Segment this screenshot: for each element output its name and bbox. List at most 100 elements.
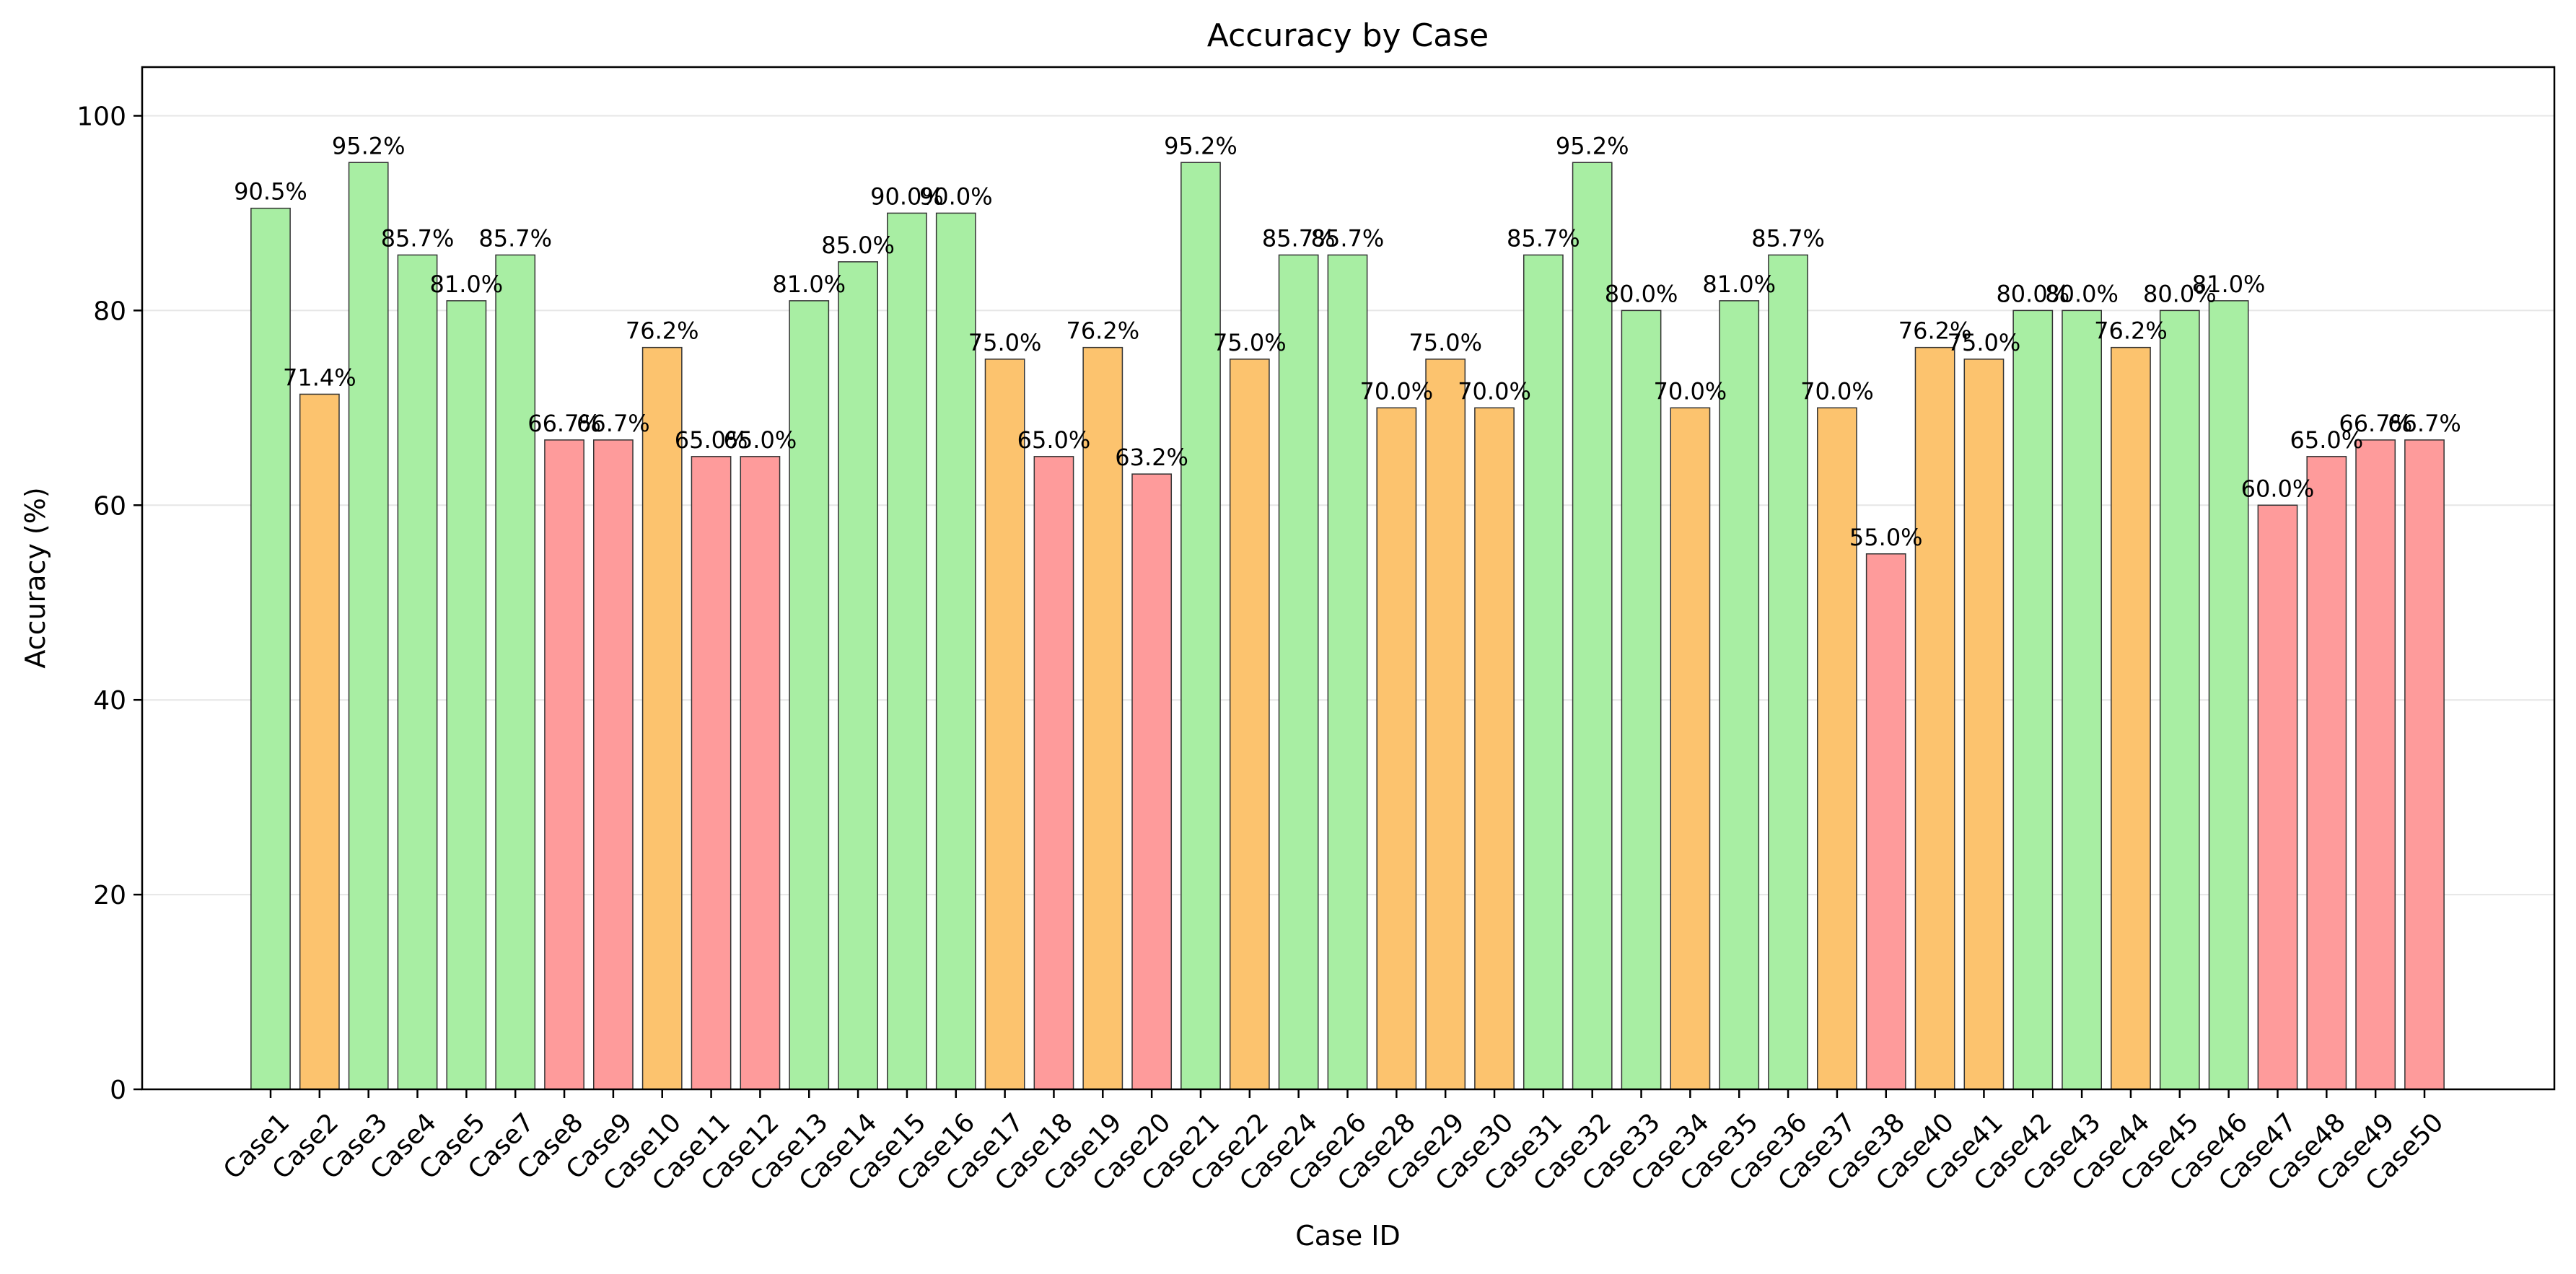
bar-case1 bbox=[250, 207, 291, 1090]
y-axis-label: Accuracy (%) bbox=[19, 487, 51, 668]
data-label-case41: 75.0% bbox=[1948, 329, 2021, 356]
x-axis-label: Case ID bbox=[1295, 1220, 1401, 1252]
bar-case10 bbox=[641, 346, 683, 1090]
data-label-case16: 90.0% bbox=[919, 183, 993, 210]
y-axis: 0 20 40 60 80 100 bbox=[76, 102, 142, 1105]
bar-case11 bbox=[691, 456, 732, 1090]
bar-case45 bbox=[2159, 309, 2200, 1090]
data-label-case24: 85.7% bbox=[1262, 224, 1336, 252]
bar-case50 bbox=[2404, 439, 2445, 1090]
bar-case28 bbox=[1376, 407, 1417, 1090]
bar-case40 bbox=[1914, 346, 1955, 1090]
y-tick-label-100: 100 bbox=[76, 102, 126, 131]
data-label-case15: 90.0% bbox=[870, 183, 944, 210]
data-label-case35: 81.0% bbox=[1702, 271, 1776, 298]
data-label-case44: 76.2% bbox=[2094, 317, 2168, 345]
bar-case2 bbox=[299, 393, 340, 1090]
data-label-case10: 76.2% bbox=[626, 317, 699, 345]
bar-case44 bbox=[2111, 346, 2151, 1090]
data-label-case17: 75.0% bbox=[968, 329, 1042, 356]
bar-case33 bbox=[1621, 309, 1662, 1090]
bar-case49 bbox=[2355, 439, 2396, 1090]
data-label-case3: 95.2% bbox=[332, 132, 406, 159]
data-label-case31: 85.7% bbox=[1507, 224, 1580, 252]
data-label-case47: 60.0% bbox=[2241, 475, 2315, 502]
data-label-case34: 70.0% bbox=[1654, 377, 1727, 405]
bar-case41 bbox=[1963, 359, 2005, 1090]
data-label-case36: 85.7% bbox=[1751, 224, 1825, 252]
data-label-case40: 76.2% bbox=[1898, 317, 1972, 345]
data-label-case20: 63.2% bbox=[1115, 444, 1188, 471]
data-label-case26: 85.7% bbox=[1311, 224, 1385, 252]
data-label-case5: 81.0% bbox=[430, 271, 504, 298]
data-labels: 90.5%71.4%95.2%85.7%81.0%85.7%66.7%66.7%… bbox=[234, 132, 2461, 551]
data-label-case37: 70.0% bbox=[1800, 377, 1874, 405]
data-label-case1: 90.5% bbox=[234, 178, 307, 206]
bar-case4 bbox=[397, 254, 438, 1090]
bar-case42 bbox=[2012, 309, 2054, 1090]
data-label-case43: 80.0% bbox=[2045, 280, 2119, 307]
bar-case7 bbox=[495, 254, 536, 1090]
data-label-case28: 70.0% bbox=[1360, 377, 1434, 405]
bar-case12 bbox=[740, 456, 781, 1090]
bar-case38 bbox=[1865, 553, 1906, 1090]
bar-case14 bbox=[838, 261, 878, 1090]
data-label-case45: 80.0% bbox=[2143, 280, 2217, 307]
bar-case18 bbox=[1033, 456, 1074, 1090]
data-label-case22: 75.0% bbox=[1213, 329, 1287, 356]
data-label-case14: 85.0% bbox=[821, 232, 895, 259]
data-label-case48: 65.0% bbox=[2290, 426, 2363, 454]
data-label-case49: 66.7% bbox=[2339, 410, 2412, 437]
data-label-case32: 95.2% bbox=[1556, 132, 1629, 159]
data-label-case50: 66.7% bbox=[2388, 410, 2461, 437]
y-tick-label-0: 0 bbox=[110, 1076, 126, 1105]
bar-case16 bbox=[935, 212, 976, 1090]
bar-case15 bbox=[887, 212, 927, 1090]
bar-case35 bbox=[1719, 300, 1760, 1090]
bar-case8 bbox=[544, 439, 584, 1090]
data-label-case46: 81.0% bbox=[2192, 271, 2266, 298]
data-label-case12: 65.0% bbox=[724, 426, 797, 454]
bar-case22 bbox=[1229, 359, 1270, 1090]
bar-case32 bbox=[1572, 162, 1613, 1090]
data-label-case42: 80.0% bbox=[1996, 280, 2069, 307]
bar-case43 bbox=[2062, 309, 2103, 1090]
bar-case17 bbox=[984, 359, 1025, 1090]
y-tick-label-80: 80 bbox=[93, 296, 126, 326]
bar-case37 bbox=[1817, 407, 1857, 1090]
y-tick-label-40: 40 bbox=[93, 686, 126, 716]
bar-case34 bbox=[1670, 407, 1711, 1090]
data-label-case8: 66.7% bbox=[527, 410, 601, 437]
bar-case3 bbox=[348, 162, 389, 1090]
chart-title: Accuracy by Case bbox=[1207, 17, 1489, 54]
bar-case24 bbox=[1278, 254, 1319, 1090]
data-label-case7: 85.7% bbox=[478, 224, 552, 252]
bar-case9 bbox=[593, 439, 634, 1090]
bar-case20 bbox=[1131, 473, 1173, 1090]
data-label-case33: 80.0% bbox=[1605, 280, 1678, 307]
bar-case46 bbox=[2208, 300, 2249, 1090]
data-label-case30: 70.0% bbox=[1458, 377, 1531, 405]
bar-case21 bbox=[1180, 162, 1221, 1090]
data-label-case13: 81.0% bbox=[772, 271, 846, 298]
bar-case48 bbox=[2306, 456, 2347, 1090]
bar-case36 bbox=[1768, 254, 1808, 1090]
bar-case47 bbox=[2257, 504, 2298, 1090]
data-label-case11: 65.0% bbox=[675, 426, 748, 454]
bar-case19 bbox=[1082, 346, 1123, 1090]
bar-case29 bbox=[1425, 359, 1466, 1090]
data-label-case18: 65.0% bbox=[1017, 426, 1091, 454]
data-label-case29: 75.0% bbox=[1409, 329, 1482, 356]
data-label-case2: 71.4% bbox=[283, 364, 356, 391]
y-tick-label-20: 20 bbox=[93, 881, 126, 910]
bar-case26 bbox=[1327, 254, 1368, 1090]
data-label-case19: 76.2% bbox=[1066, 317, 1139, 345]
bar-case5 bbox=[446, 300, 487, 1090]
bar-case31 bbox=[1523, 254, 1564, 1090]
data-label-case9: 66.7% bbox=[577, 410, 650, 437]
data-label-case38: 55.0% bbox=[1849, 524, 1923, 551]
bar-case30 bbox=[1474, 407, 1515, 1090]
y-tick-label-60: 60 bbox=[93, 491, 126, 521]
data-label-case21: 95.2% bbox=[1164, 132, 1237, 159]
